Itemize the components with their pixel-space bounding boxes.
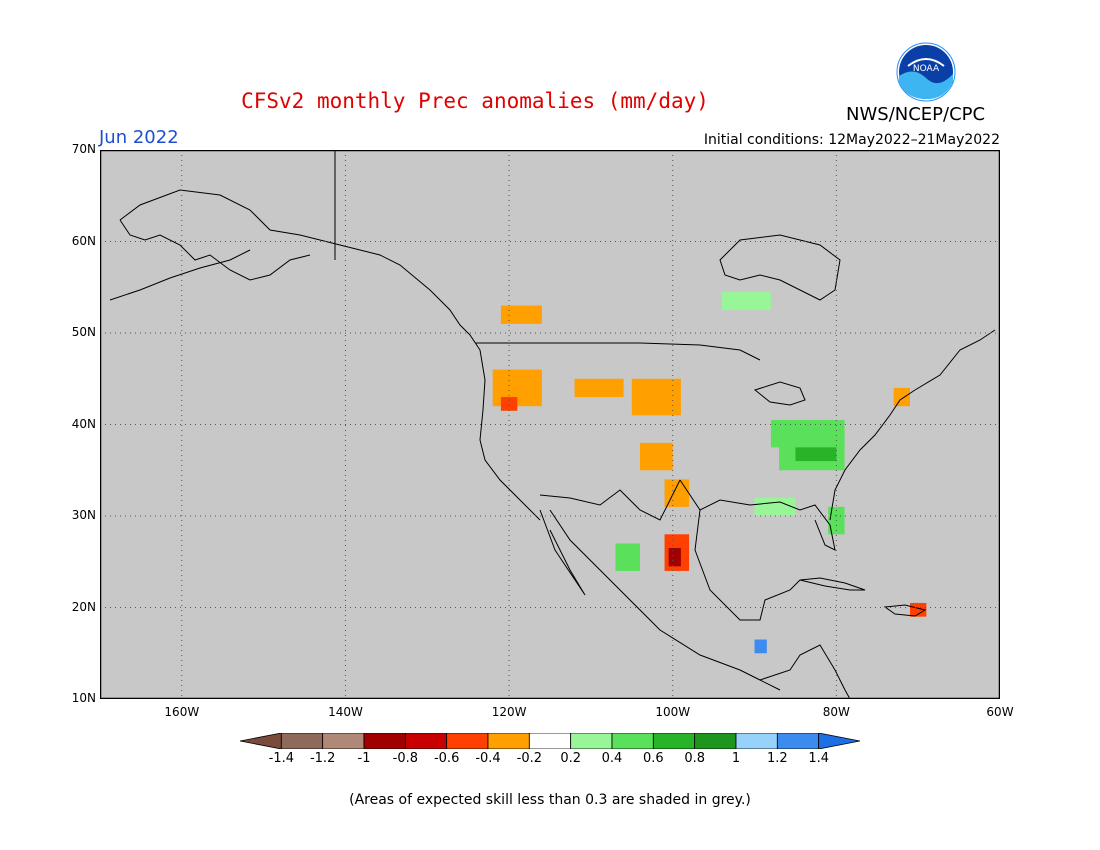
great-lakes (753, 381, 806, 406)
lat-label-70N: 70N (71, 142, 96, 156)
colorbar-swatch-2 (322, 733, 365, 749)
colorbar-label: -1 (357, 751, 371, 766)
colorbar-label: 1.2 (766, 751, 788, 766)
colorbar-swatch-11 (694, 733, 737, 749)
lat-label-30N: 30N (71, 508, 96, 522)
colorbar-swatch-0 (240, 733, 282, 749)
colorbar-label: 1 (731, 751, 741, 766)
lat-label-60N: 60N (71, 233, 96, 248)
coastline-layer (109, 150, 996, 699)
anomaly-cell-2 (500, 305, 542, 324)
agency-label: NWS/NCEP/CPC (846, 104, 986, 125)
alaska-coast (119, 189, 481, 351)
colorbar-label: 0.4 (601, 751, 623, 766)
anomaly-cell-15 (721, 291, 771, 311)
lat-label-50N: 50N (71, 325, 96, 339)
anomaly-cell-17 (910, 602, 927, 617)
colorbar-label: 1.4 (808, 751, 829, 766)
lon-label-120W: 120W (491, 705, 527, 719)
colorbar-label: -0.2 (516, 751, 543, 766)
lon-label-100W: 100W (655, 705, 691, 719)
chart-title: CFSv2 monthly Prec anomalies (mm/day) (241, 89, 709, 113)
gulf-coast (679, 479, 801, 621)
lon-label-60W: 60W (986, 705, 1014, 719)
lon-label-160W: 160W (164, 705, 200, 719)
colorbar-swatch-12 (735, 733, 778, 749)
noaa-logo-icon: NOAA (896, 42, 956, 102)
anomaly-cell-8 (668, 548, 681, 567)
forecast-month: Jun 2022 (99, 127, 179, 148)
us-mexico-border (539, 479, 681, 521)
us-east-coast (829, 389, 916, 521)
colorbar-label: -1.2 (309, 751, 336, 766)
baja-california (539, 509, 586, 596)
colorbar-swatch-4 (404, 733, 448, 749)
alaska-west-coast (119, 219, 311, 281)
anomaly-map (100, 150, 1000, 699)
skill-footnote: (Areas of expected skill less than 0.3 a… (349, 792, 751, 808)
anomaly-cell-3 (574, 378, 624, 398)
grid-layer (100, 150, 1000, 699)
aleutians (109, 249, 251, 301)
colorbar-label: -1.4 (268, 751, 295, 766)
cuba (799, 577, 866, 591)
colorbar-label: -0.8 (392, 751, 419, 766)
anomaly-cell-11 (795, 447, 837, 462)
lon-label-80W: 80W (822, 705, 850, 719)
hispaniola (883, 604, 927, 617)
lat-label-10N: 10N (71, 691, 96, 705)
anomaly-cell-16 (754, 639, 767, 654)
anomaly-cell-4 (631, 378, 681, 416)
lat-label-20N: 20N (71, 599, 96, 614)
central-america (759, 644, 851, 699)
map-border (100, 150, 1000, 699)
colorbar-swatch-1 (280, 733, 324, 749)
anomaly-cell-1 (500, 397, 518, 411)
colorbar-swatch-13 (776, 733, 820, 749)
logo-text: NOAA (913, 64, 940, 74)
anomaly-cell-13 (754, 497, 796, 516)
mexico-west-coast (549, 509, 781, 691)
colorbar-label: 0.6 (642, 751, 664, 766)
lat-label-40N: 40N (71, 416, 96, 431)
colorbar-swatch-6 (487, 733, 530, 749)
anomaly-cell-18 (893, 387, 910, 407)
colorbar-label: 0.2 (560, 751, 581, 766)
us-west-coast (479, 349, 541, 521)
colorbar-swatch-10 (652, 733, 696, 749)
lon-label-140W: 140W (328, 705, 363, 719)
hudson-bay (719, 234, 841, 301)
colorbar-label: -0.6 (433, 751, 460, 766)
colorbar-swatch-7 (528, 733, 572, 749)
colorbar-swatch-5 (446, 733, 489, 749)
colorbar-swatch-9 (611, 733, 654, 749)
anomaly-cell-14 (615, 543, 640, 571)
anomaly-layer (492, 291, 927, 654)
us-canada-border (475, 342, 761, 361)
colorbar (240, 733, 860, 749)
colorbar-label: 0.8 (684, 751, 705, 766)
initial-conditions: Initial conditions: 12May2022–21May2022 (703, 132, 1000, 148)
colorbar-swatch-3 (363, 733, 406, 749)
colorbar-swatch-14 (818, 733, 860, 749)
colorbar-swatch-8 (570, 733, 613, 749)
us-gulf-coast (699, 499, 836, 551)
colorbar-label: -0.4 (475, 751, 501, 766)
canada-east (914, 329, 996, 391)
anomaly-cell-5 (640, 442, 673, 471)
